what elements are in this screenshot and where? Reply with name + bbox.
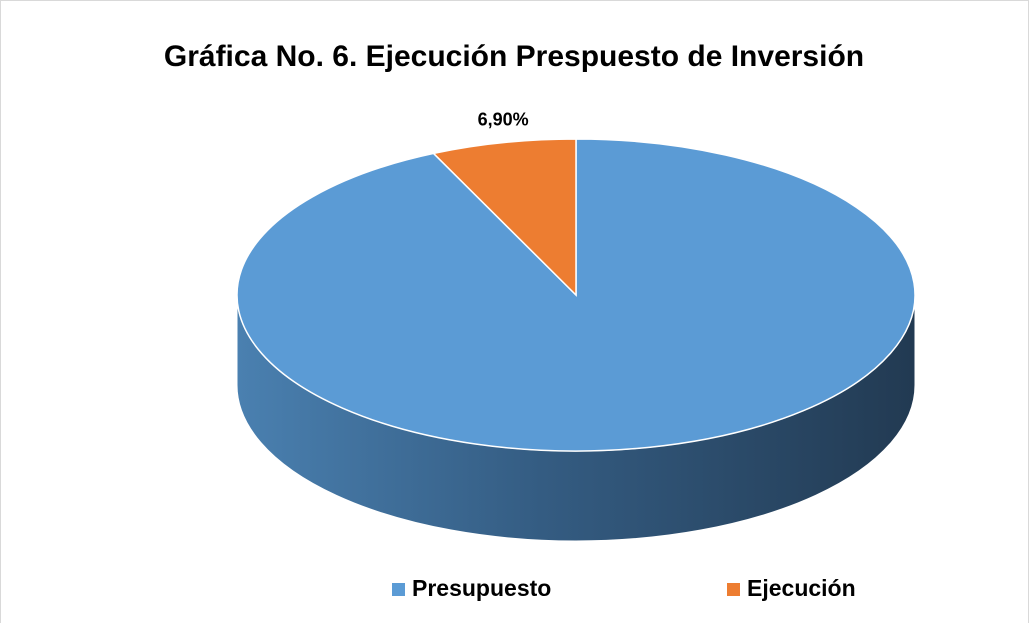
chart-title: Gráfica No. 6. Ejecución Prespuesto de I… [164, 40, 864, 73]
legend-label: Presupuesto [412, 575, 551, 601]
legend-swatch [727, 583, 740, 596]
legend-label: Ejecución [747, 575, 856, 601]
data-label: 6,90% [478, 109, 529, 129]
legend-swatch [392, 583, 405, 596]
pie-slice [432, 138, 577, 297]
